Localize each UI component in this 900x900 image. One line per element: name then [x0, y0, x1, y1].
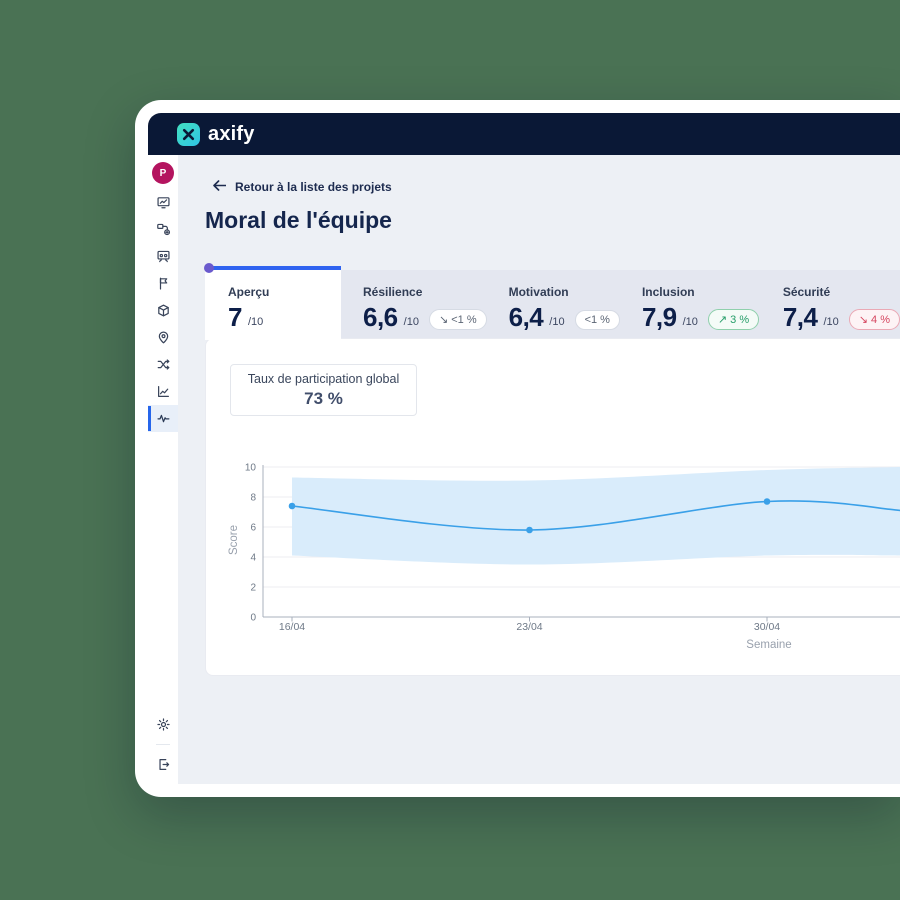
flag-icon — [156, 276, 171, 291]
sidebar-item-dashboard[interactable] — [148, 189, 178, 216]
participation-card: Taux de participation global 73 % — [230, 364, 417, 416]
sidebar-item-team[interactable] — [148, 243, 178, 270]
sidebar-item-flags[interactable] — [148, 270, 178, 297]
active-tab-dot — [204, 263, 214, 273]
tab-inclusion[interactable]: Inclusion 7,9 /10 ↗ 3 % — [620, 270, 761, 338]
tab-group: Résilience 6,6 /10 ↘ <1 % Motivation 6,4 /… — [341, 270, 900, 338]
trend-chart-icon — [156, 384, 171, 399]
tab-score-denominator: /10 — [682, 315, 698, 328]
tab-motivation[interactable]: Motivation 6,4 /10 <1 % — [487, 270, 620, 338]
sidebar-item-settings[interactable] — [148, 711, 178, 738]
back-link-label: Retour à la liste des projets — [235, 180, 392, 194]
trend-badge: ↗ 3 % — [707, 309, 760, 330]
tab-score: 6,6 — [363, 302, 398, 332]
tab-score: 7,9 — [641, 302, 677, 332]
svg-text:10: 10 — [245, 463, 257, 474]
tab-score-denominator: /10 — [549, 315, 565, 328]
tab-score-denominator: /10 — [247, 315, 264, 328]
package-icon — [156, 303, 171, 318]
axify-logo-icon[interactable] — [177, 122, 200, 146]
trend-badge: <1 % — [574, 309, 620, 330]
tab-label: Inclusion — [641, 285, 695, 299]
score-trend-chart[interactable]: 0 2 4 6 8 10 16/04 23/04 30/04 Semaine Score — [206, 437, 900, 676]
participation-label: Taux de participation global — [247, 371, 400, 386]
sidebar-item-locations[interactable] — [148, 324, 178, 351]
sidebar-item-flow[interactable] — [148, 216, 178, 243]
svg-text:2: 2 — [250, 583, 256, 594]
team-board-icon — [156, 249, 171, 264]
tab-securite[interactable]: Sécurité 7,4 /10 ↘ 4 % — [761, 270, 900, 338]
sidebar: P — [148, 155, 178, 784]
sidebar-item-packages[interactable] — [148, 297, 178, 324]
sidebar-item-workflows[interactable] — [148, 351, 178, 378]
tab-strip: Aperçu 7 /10 Résilience 6,6 /10 ↘ <1 % Moti… — [204, 263, 900, 340]
trend-badge: ↘ 4 % — [848, 309, 900, 330]
tab-score: 7,4 — [782, 302, 818, 332]
tab-label: Sécurité — [782, 285, 831, 299]
pulse-icon — [156, 411, 171, 426]
map-pin-icon — [156, 330, 171, 345]
sidebar-nav — [148, 189, 178, 432]
presentation-chart-icon — [156, 195, 171, 210]
brand-name: axify — [208, 122, 255, 145]
tab-apercu[interactable]: Aperçu 7 /10 — [204, 263, 341, 340]
svg-text:23/04: 23/04 — [516, 621, 542, 633]
sidebar-item-logout[interactable] — [148, 751, 178, 778]
topbar: axify — [148, 113, 900, 155]
sidebar-item-metrics[interactable] — [148, 378, 178, 405]
back-link[interactable]: Retour à la liste des projets — [213, 180, 392, 194]
participation-value: 73 % — [304, 388, 343, 408]
page-title: Moral de l'équipe — [205, 207, 392, 233]
sidebar-bottom — [148, 711, 178, 784]
tab-resilience[interactable]: Résilience 6,6 /10 ↘ <1 % — [341, 270, 487, 338]
sidebar-item-team-morale[interactable] — [148, 405, 178, 432]
sidebar-divider — [156, 744, 170, 745]
main-content: Retour à la liste des projets Moral de l… — [178, 155, 900, 784]
svg-text:30/04: 30/04 — [754, 621, 780, 633]
avatar[interactable]: P — [152, 162, 174, 184]
tab-score-denominator: /10 — [403, 315, 419, 328]
gear-icon — [156, 717, 171, 732]
active-tab-accent — [204, 263, 341, 273]
tab-label: Motivation — [508, 285, 569, 299]
tab-label: Résilience — [363, 285, 423, 299]
svg-text:4: 4 — [250, 553, 256, 564]
svg-text:Score: Score — [228, 525, 240, 555]
trend-badge: ↘ <1 % — [428, 309, 487, 330]
arrow-left-icon — [213, 180, 227, 194]
shuffle-icon — [156, 357, 171, 372]
tab-score-denominator: /10 — [823, 315, 839, 328]
tab-score: 7 — [228, 302, 242, 332]
flow-plus-icon — [156, 222, 171, 237]
tab-label: Aperçu — [228, 285, 270, 299]
app-window: axify P Retour à la liste des projets Mo… — [135, 100, 900, 797]
svg-text:6: 6 — [250, 523, 256, 534]
svg-text:0: 0 — [250, 613, 256, 624]
logout-icon — [156, 757, 171, 772]
svg-text:16/04: 16/04 — [279, 621, 305, 633]
tab-score: 6,4 — [508, 302, 544, 332]
svg-text:Semaine: Semaine — [746, 639, 791, 651]
svg-text:8: 8 — [250, 493, 256, 504]
overview-panel: Taux de participation global 73 % 0 2 4 6 8 1… — [205, 338, 900, 676]
